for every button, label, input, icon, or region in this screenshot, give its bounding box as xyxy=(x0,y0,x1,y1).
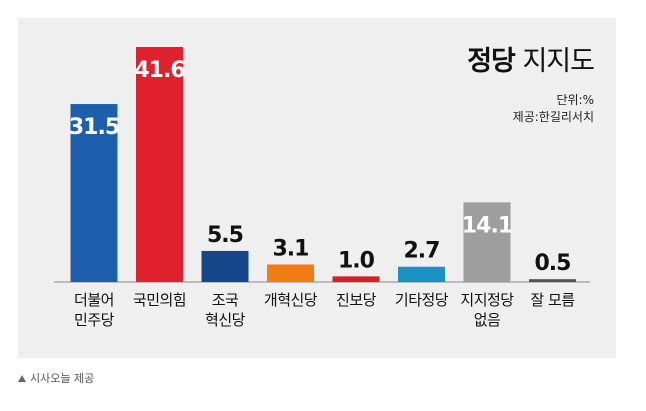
bar xyxy=(332,276,380,282)
data-label: 1.0 xyxy=(338,248,375,273)
category-label: 잘 모름 xyxy=(530,291,575,309)
category-label: 기타정당 xyxy=(394,291,449,309)
data-label: 41.6 xyxy=(134,58,185,83)
bar xyxy=(267,264,314,282)
chart-title-bold: 정당 xyxy=(467,46,516,77)
data-label: 31.5 xyxy=(69,115,119,140)
bar xyxy=(136,47,183,282)
bar xyxy=(70,104,118,282)
source-note: 제공:한길리서치 xyxy=(512,110,594,124)
data-label: 5.5 xyxy=(207,223,243,248)
chart-title-rest: 지지도 xyxy=(522,46,595,77)
bar xyxy=(201,250,249,282)
chart-panel: 31.5 41.6 5.5 3.1 1.0 2.7 14.1 0.5 정당 지지도 단위:% … xyxy=(18,18,616,358)
category-label: 국민의힘 xyxy=(132,291,187,309)
data-label: 2.7 xyxy=(404,239,440,264)
triangle-up-icon xyxy=(18,375,26,382)
data-label: 3.1 xyxy=(273,236,309,261)
bar xyxy=(463,202,511,282)
chart-header: 정당 지지도 단위:% 제공:한길리서치 xyxy=(467,46,595,126)
data-label: 0.5 xyxy=(535,251,571,276)
category-label: 진보당 xyxy=(336,291,376,309)
category-label: 조국 혁신당 xyxy=(205,291,245,329)
photo-caption: 시사오늘 제공 xyxy=(18,372,94,386)
category-label: 지지정당 없음 xyxy=(460,291,514,329)
caption-text: 시사오늘 제공 xyxy=(30,372,95,385)
bar xyxy=(398,266,445,282)
category-label: 더불어 민주당 xyxy=(74,291,114,329)
unit-note: 단위:% xyxy=(556,93,594,107)
bar-chart: 31.5 41.6 5.5 3.1 1.0 2.7 14.1 0.5 xyxy=(54,47,590,283)
data-label: 14.1 xyxy=(462,213,512,238)
bar xyxy=(529,279,576,282)
category-label: 개혁신당 xyxy=(263,291,318,309)
chart-title: 정당 지지도 xyxy=(467,46,595,78)
